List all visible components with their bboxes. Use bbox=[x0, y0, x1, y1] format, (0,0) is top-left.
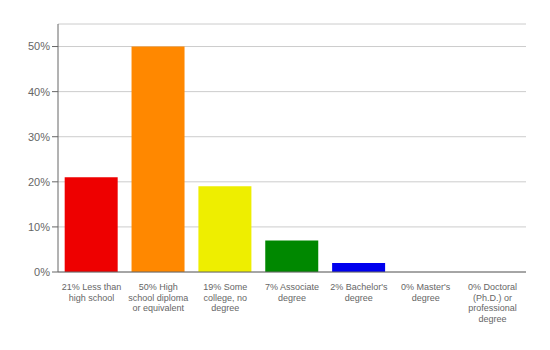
svg-text:30%: 30% bbox=[28, 131, 50, 143]
svg-text:50% Highschool diplomaor equiv: 50% Highschool diplomaor equivalent bbox=[128, 282, 188, 313]
svg-text:50%: 50% bbox=[28, 40, 50, 52]
svg-text:20%: 20% bbox=[28, 176, 50, 188]
svg-text:7% Associatedegree: 7% Associatedegree bbox=[265, 282, 319, 303]
svg-text:21% Less thanhigh school: 21% Less thanhigh school bbox=[62, 282, 122, 303]
svg-text:19% Somecollege, nodegree: 19% Somecollege, nodegree bbox=[203, 282, 247, 313]
svg-text:0% Doctoral(Ph.D.) orprofessio: 0% Doctoral(Ph.D.) orprofessionaldegree bbox=[468, 282, 517, 324]
svg-text:40%: 40% bbox=[28, 86, 50, 98]
svg-text:0%: 0% bbox=[34, 266, 50, 278]
svg-text:10%: 10% bbox=[28, 221, 50, 233]
svg-text:0% Master'sdegree: 0% Master'sdegree bbox=[401, 282, 451, 303]
svg-text:2% Bachelor'sdegree: 2% Bachelor'sdegree bbox=[330, 282, 388, 303]
